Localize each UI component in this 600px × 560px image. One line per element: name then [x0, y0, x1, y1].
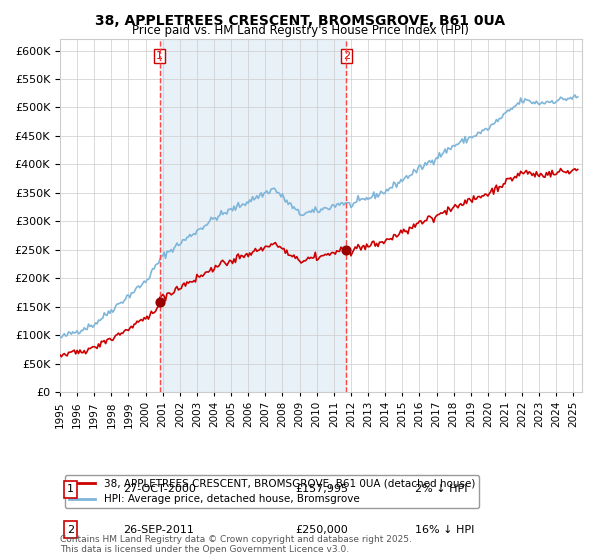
Legend: 38, APPLETREES CRESCENT, BROMSGROVE, B61 0UA (detached house), HPI: Average pric: 38, APPLETREES CRESCENT, BROMSGROVE, B61…: [65, 475, 479, 508]
Text: 16% ↓ HPI: 16% ↓ HPI: [415, 525, 475, 535]
Text: 38, APPLETREES CRESCENT, BROMSGROVE, B61 0UA: 38, APPLETREES CRESCENT, BROMSGROVE, B61…: [95, 14, 505, 28]
Text: Price paid vs. HM Land Registry's House Price Index (HPI): Price paid vs. HM Land Registry's House …: [131, 24, 469, 37]
Text: 27-OCT-2000: 27-OCT-2000: [122, 484, 196, 494]
Text: 2% ↓ HPI: 2% ↓ HPI: [415, 484, 467, 494]
Text: 26-SEP-2011: 26-SEP-2011: [122, 525, 194, 535]
Text: Contains HM Land Registry data © Crown copyright and database right 2025.
This d: Contains HM Land Registry data © Crown c…: [60, 535, 412, 554]
Point: [341, 245, 351, 254]
Text: 2: 2: [67, 525, 74, 535]
Bar: [160, 39, 346, 392]
Text: £157,995: £157,995: [295, 484, 348, 494]
Text: 1: 1: [67, 484, 74, 494]
Point: [155, 297, 164, 306]
Text: 1: 1: [156, 52, 163, 61]
Text: 2: 2: [343, 52, 350, 61]
Text: £250,000: £250,000: [295, 525, 347, 535]
